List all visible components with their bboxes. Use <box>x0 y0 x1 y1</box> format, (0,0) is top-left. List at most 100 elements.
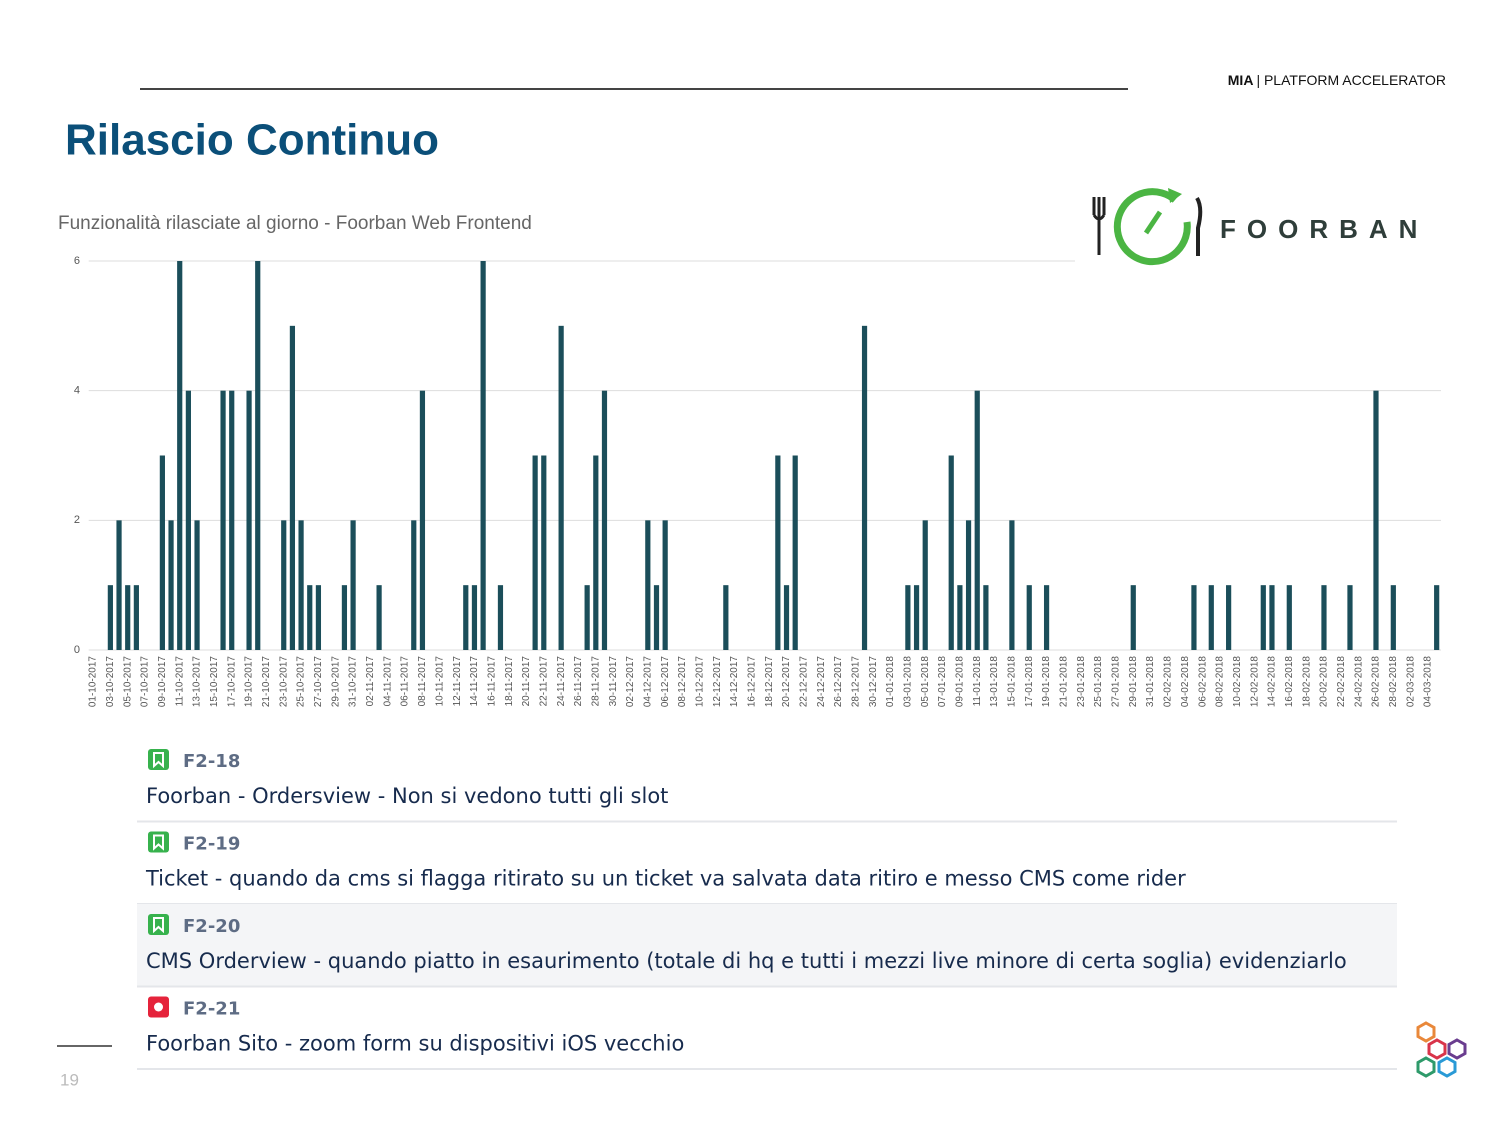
x-tick-label: 20-02-2018 <box>1319 656 1330 708</box>
x-tick-label: 19-01-2018 <box>1041 656 1052 708</box>
issue-summary: Foorban - Ordersview - Non si vedono tut… <box>146 784 668 808</box>
x-tick-label: 06-12-2017 <box>660 656 671 708</box>
bar <box>601 390 608 650</box>
bar <box>1434 585 1440 650</box>
bar <box>350 520 356 650</box>
y-tick-label: 4 <box>74 385 80 397</box>
bar <box>480 261 486 650</box>
x-tick-label: 30-11-2017 <box>608 656 619 707</box>
knife <box>1195 196 1203 256</box>
bar <box>497 585 504 650</box>
x-tick-label: 31-01-2018 <box>1145 656 1156 708</box>
x-tick-label: 14-12-2017 <box>729 656 740 708</box>
bar <box>645 520 651 650</box>
y-tick-label: 2 <box>74 514 80 526</box>
x-tick-label: 24-11-2017 <box>556 656 567 707</box>
issue-icon-dot <box>154 1002 163 1012</box>
hex <box>1447 1038 1467 1060</box>
bar <box>723 585 729 650</box>
bar <box>471 585 478 650</box>
x-tick-label: 16-11-2017 <box>486 656 497 707</box>
logo-text: FOORBAN <box>1220 214 1428 244</box>
bar <box>341 585 348 650</box>
x-tick-label: 23-10-2017 <box>278 656 289 708</box>
x-tick-label: 12-12-2017 <box>712 656 723 708</box>
bar <box>1373 390 1379 650</box>
issue-key: F2-21 <box>183 999 240 1020</box>
bar <box>281 520 287 650</box>
issue-icon-flag <box>153 752 164 769</box>
hex <box>1427 1038 1447 1060</box>
x-tick-label: 18-02-2018 <box>1301 656 1312 708</box>
x-tick-label: 21-10-2017 <box>261 656 272 708</box>
corner-logo <box>1416 1021 1467 1078</box>
x-tick-label: 12-02-2018 <box>1249 656 1260 708</box>
x-tick-label: 24-12-2017 <box>816 656 827 708</box>
tagline: | PLATFORM ACCELERATOR <box>1256 72 1446 88</box>
fork <box>1092 197 1106 255</box>
page-number: 19 <box>60 1070 79 1089</box>
x-tick-label: 16-02-2018 <box>1284 656 1295 708</box>
x-tick-label: 08-11-2017 <box>417 656 428 707</box>
issue-key: F2-19 <box>183 834 240 855</box>
x-tick-label: 29-01-2018 <box>1128 656 1139 708</box>
clock <box>1113 188 1191 266</box>
bar <box>177 261 183 650</box>
bar <box>653 585 660 650</box>
brand: MIA <box>1228 72 1254 88</box>
header: MIA | PLATFORM ACCELERATOR <box>1228 72 1446 88</box>
bar <box>298 520 304 650</box>
bar <box>376 585 382 650</box>
x-tick-label: 22-02-2018 <box>1336 656 1347 708</box>
issue-highlight <box>137 904 1397 987</box>
bar <box>107 585 113 650</box>
bar <box>1191 585 1197 650</box>
x-tick-label: 20-11-2017 <box>521 656 532 707</box>
x-tick-label: 31-10-2017 <box>348 656 359 708</box>
x-tick-label: 04-11-2017 <box>382 656 393 707</box>
hex <box>1416 1056 1436 1078</box>
x-tick-label: 27-01-2018 <box>1111 656 1122 708</box>
bar <box>1260 585 1266 650</box>
bar <box>1130 585 1136 650</box>
bar <box>1390 585 1396 650</box>
bar <box>983 585 989 650</box>
bar <box>116 520 122 650</box>
x-tick-label: 14-02-2018 <box>1267 656 1278 708</box>
x-tick-label: 15-10-2017 <box>209 656 220 708</box>
y-tick-label: 6 <box>74 255 80 267</box>
x-tick-label: 11-10-2017 <box>174 656 185 707</box>
bar <box>168 520 174 650</box>
x-tick-label: 29-10-2017 <box>330 656 341 708</box>
x-tick-label: 19-10-2017 <box>244 656 255 708</box>
bar <box>1269 585 1275 650</box>
x-tick-label: 17-10-2017 <box>226 656 237 708</box>
x-tick-label: 15-01-2018 <box>1007 656 1018 708</box>
issue-summary: Foorban Sito - zoom form su dispositivi … <box>146 1032 684 1056</box>
bar <box>246 390 252 650</box>
bar <box>905 585 911 650</box>
x-tick-label: 24-02-2018 <box>1353 656 1364 708</box>
bar <box>1026 585 1032 650</box>
bar <box>558 325 564 650</box>
x-tick-label: 23-01-2018 <box>1076 656 1087 708</box>
x-tick-label: 06-11-2017 <box>400 656 411 707</box>
x-tick-label: 17-01-2018 <box>1024 656 1035 708</box>
bar <box>463 585 469 650</box>
x-tick-label: 07-01-2018 <box>937 656 948 708</box>
x-tick-label: 04-02-2018 <box>1180 656 1191 708</box>
bar <box>861 325 868 650</box>
x-tick-label: 22-11-2017 <box>538 656 549 707</box>
x-tick-label: 21-01-2018 <box>1059 656 1070 708</box>
issue-icon-flag <box>153 834 164 851</box>
issue-icon-flag <box>153 917 164 934</box>
x-tick-label: 27-10-2017 <box>313 656 324 708</box>
hex <box>1416 1021 1436 1043</box>
bar <box>315 585 322 650</box>
chart: 0 2 4 6 01-10-2017 03-10-2017 05-10-2017 07-10-… <box>74 255 1441 707</box>
bar <box>125 585 131 650</box>
x-tick-label: 18-11-2017 <box>504 656 515 707</box>
bar <box>783 585 790 650</box>
x-tick-label: 02-02-2018 <box>1163 656 1174 708</box>
bar <box>1321 585 1327 650</box>
